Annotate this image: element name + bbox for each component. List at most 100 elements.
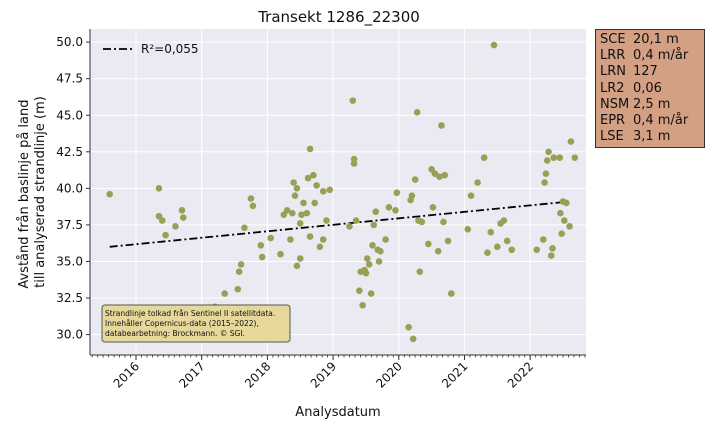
data-point [392, 206, 399, 214]
legend: R²=0,055 [103, 42, 199, 56]
data-point [300, 199, 307, 207]
data-point [352, 217, 360, 224]
x-tick-label: 2021 [439, 359, 470, 390]
data-point [533, 246, 541, 254]
x-axis: 2016 2017 2018 2019 2020 2021 2022 [90, 354, 586, 391]
data-point [444, 237, 452, 245]
data-point [408, 192, 416, 199]
y-tick-label: 50.0 [56, 35, 83, 49]
stat-value: 3,1 m [633, 129, 671, 145]
stat-key: LRR [600, 48, 626, 64]
data-point [409, 335, 417, 343]
data-point [241, 224, 248, 232]
legend-label: R²=0,055 [141, 42, 199, 56]
data-point [494, 243, 501, 251]
data-point [413, 109, 421, 116]
attribution-line-2: Innehåller Copernicus-data (2015–2022), [105, 319, 259, 328]
y-axis-label: Avstånd från baslinje på land till analy… [17, 95, 48, 288]
data-point [550, 154, 558, 161]
data-point [411, 176, 419, 183]
data-point [416, 268, 424, 275]
y-tick-label: 40.0 [56, 181, 83, 195]
data-point [303, 209, 311, 217]
stat-value: 2,5 m [633, 96, 671, 112]
data-point [162, 231, 169, 239]
stat-key: EPR [600, 113, 626, 129]
x-tick-label: 2016 [111, 359, 142, 390]
data-point [440, 218, 447, 226]
data-point [249, 202, 257, 210]
data-point [571, 154, 579, 161]
data-point [542, 170, 550, 178]
attribution-box-bg [101, 304, 291, 343]
data-point [291, 192, 299, 199]
stat-value: 127 [633, 64, 658, 80]
y-axis-label-line-1: Avstånd från baslinje på land [17, 99, 32, 288]
stat-row-lse: LSE 3,1 m [600, 129, 700, 145]
data-point [319, 236, 327, 243]
stat-value: 0,4 m/år [633, 48, 689, 64]
data-point [429, 204, 437, 211]
data-point [293, 185, 301, 192]
data-point [257, 242, 265, 249]
data-point [425, 240, 432, 248]
attribution-line-1: Strandlinje tolkad från Sentinel II sate… [105, 309, 275, 318]
y-tick-label: 30.0 [56, 328, 83, 342]
data-point [247, 195, 255, 202]
data-point [293, 262, 301, 270]
chart-title: Transekt 1286_22300 [257, 8, 420, 27]
data-point [385, 204, 393, 211]
data-point [350, 160, 358, 167]
data-point [418, 218, 426, 226]
stat-value: 0,06 [633, 80, 662, 96]
x-tick-label: 2020 [373, 359, 404, 390]
y-axis-label-line-2: till analyserad strandlinje (m) [33, 96, 48, 288]
stat-row-epr: EPR 0,4 m/år [600, 113, 700, 129]
data-point [367, 290, 375, 297]
data-point [467, 192, 475, 199]
data-point [438, 122, 445, 129]
trend-line [109, 200, 570, 248]
trend-line-group [109, 200, 570, 248]
y-tick-label: 47.5 [56, 72, 83, 86]
data-point [349, 97, 357, 104]
attribution-box: Strandlinje tolkad från Sentinel II sate… [101, 304, 291, 343]
data-point [436, 173, 443, 180]
data-point [290, 179, 297, 186]
statistics-box: SCE 20,1 m LRR 0,4 m/år LRN 127 LR2 0,06 NSM… [595, 29, 705, 149]
data-point [258, 253, 266, 261]
data-point [474, 179, 481, 186]
stat-key: SCE [600, 32, 626, 47]
data-point [179, 214, 187, 221]
stat-row-lr2: LR2 0,06 [600, 81, 700, 97]
data-point [557, 209, 564, 217]
data-point [370, 221, 378, 229]
y-tick-label: 37.5 [56, 218, 83, 232]
y-tick-label: 32.5 [56, 291, 83, 305]
data-point [313, 182, 320, 189]
data-point [296, 255, 304, 262]
data-point [277, 250, 284, 258]
data-point [393, 189, 401, 197]
data-point [311, 199, 318, 207]
data-point [356, 287, 363, 294]
data-point [558, 230, 565, 237]
data-point [539, 236, 547, 243]
data-point [310, 171, 317, 179]
data-point [306, 233, 314, 240]
data-point [441, 171, 449, 179]
data-point [545, 148, 552, 156]
data-point [235, 268, 243, 275]
data-point [508, 246, 516, 254]
data-point [326, 186, 334, 194]
data-point [346, 223, 353, 230]
plot-background [90, 29, 586, 355]
data-point [298, 211, 305, 218]
data-point [316, 243, 324, 251]
x-axis-label: Analysdatum [295, 405, 380, 420]
x-tick-label: 2022 [505, 359, 536, 390]
data-point [306, 145, 314, 153]
data-point [480, 154, 488, 161]
y-tick-label: 45.0 [56, 108, 83, 122]
